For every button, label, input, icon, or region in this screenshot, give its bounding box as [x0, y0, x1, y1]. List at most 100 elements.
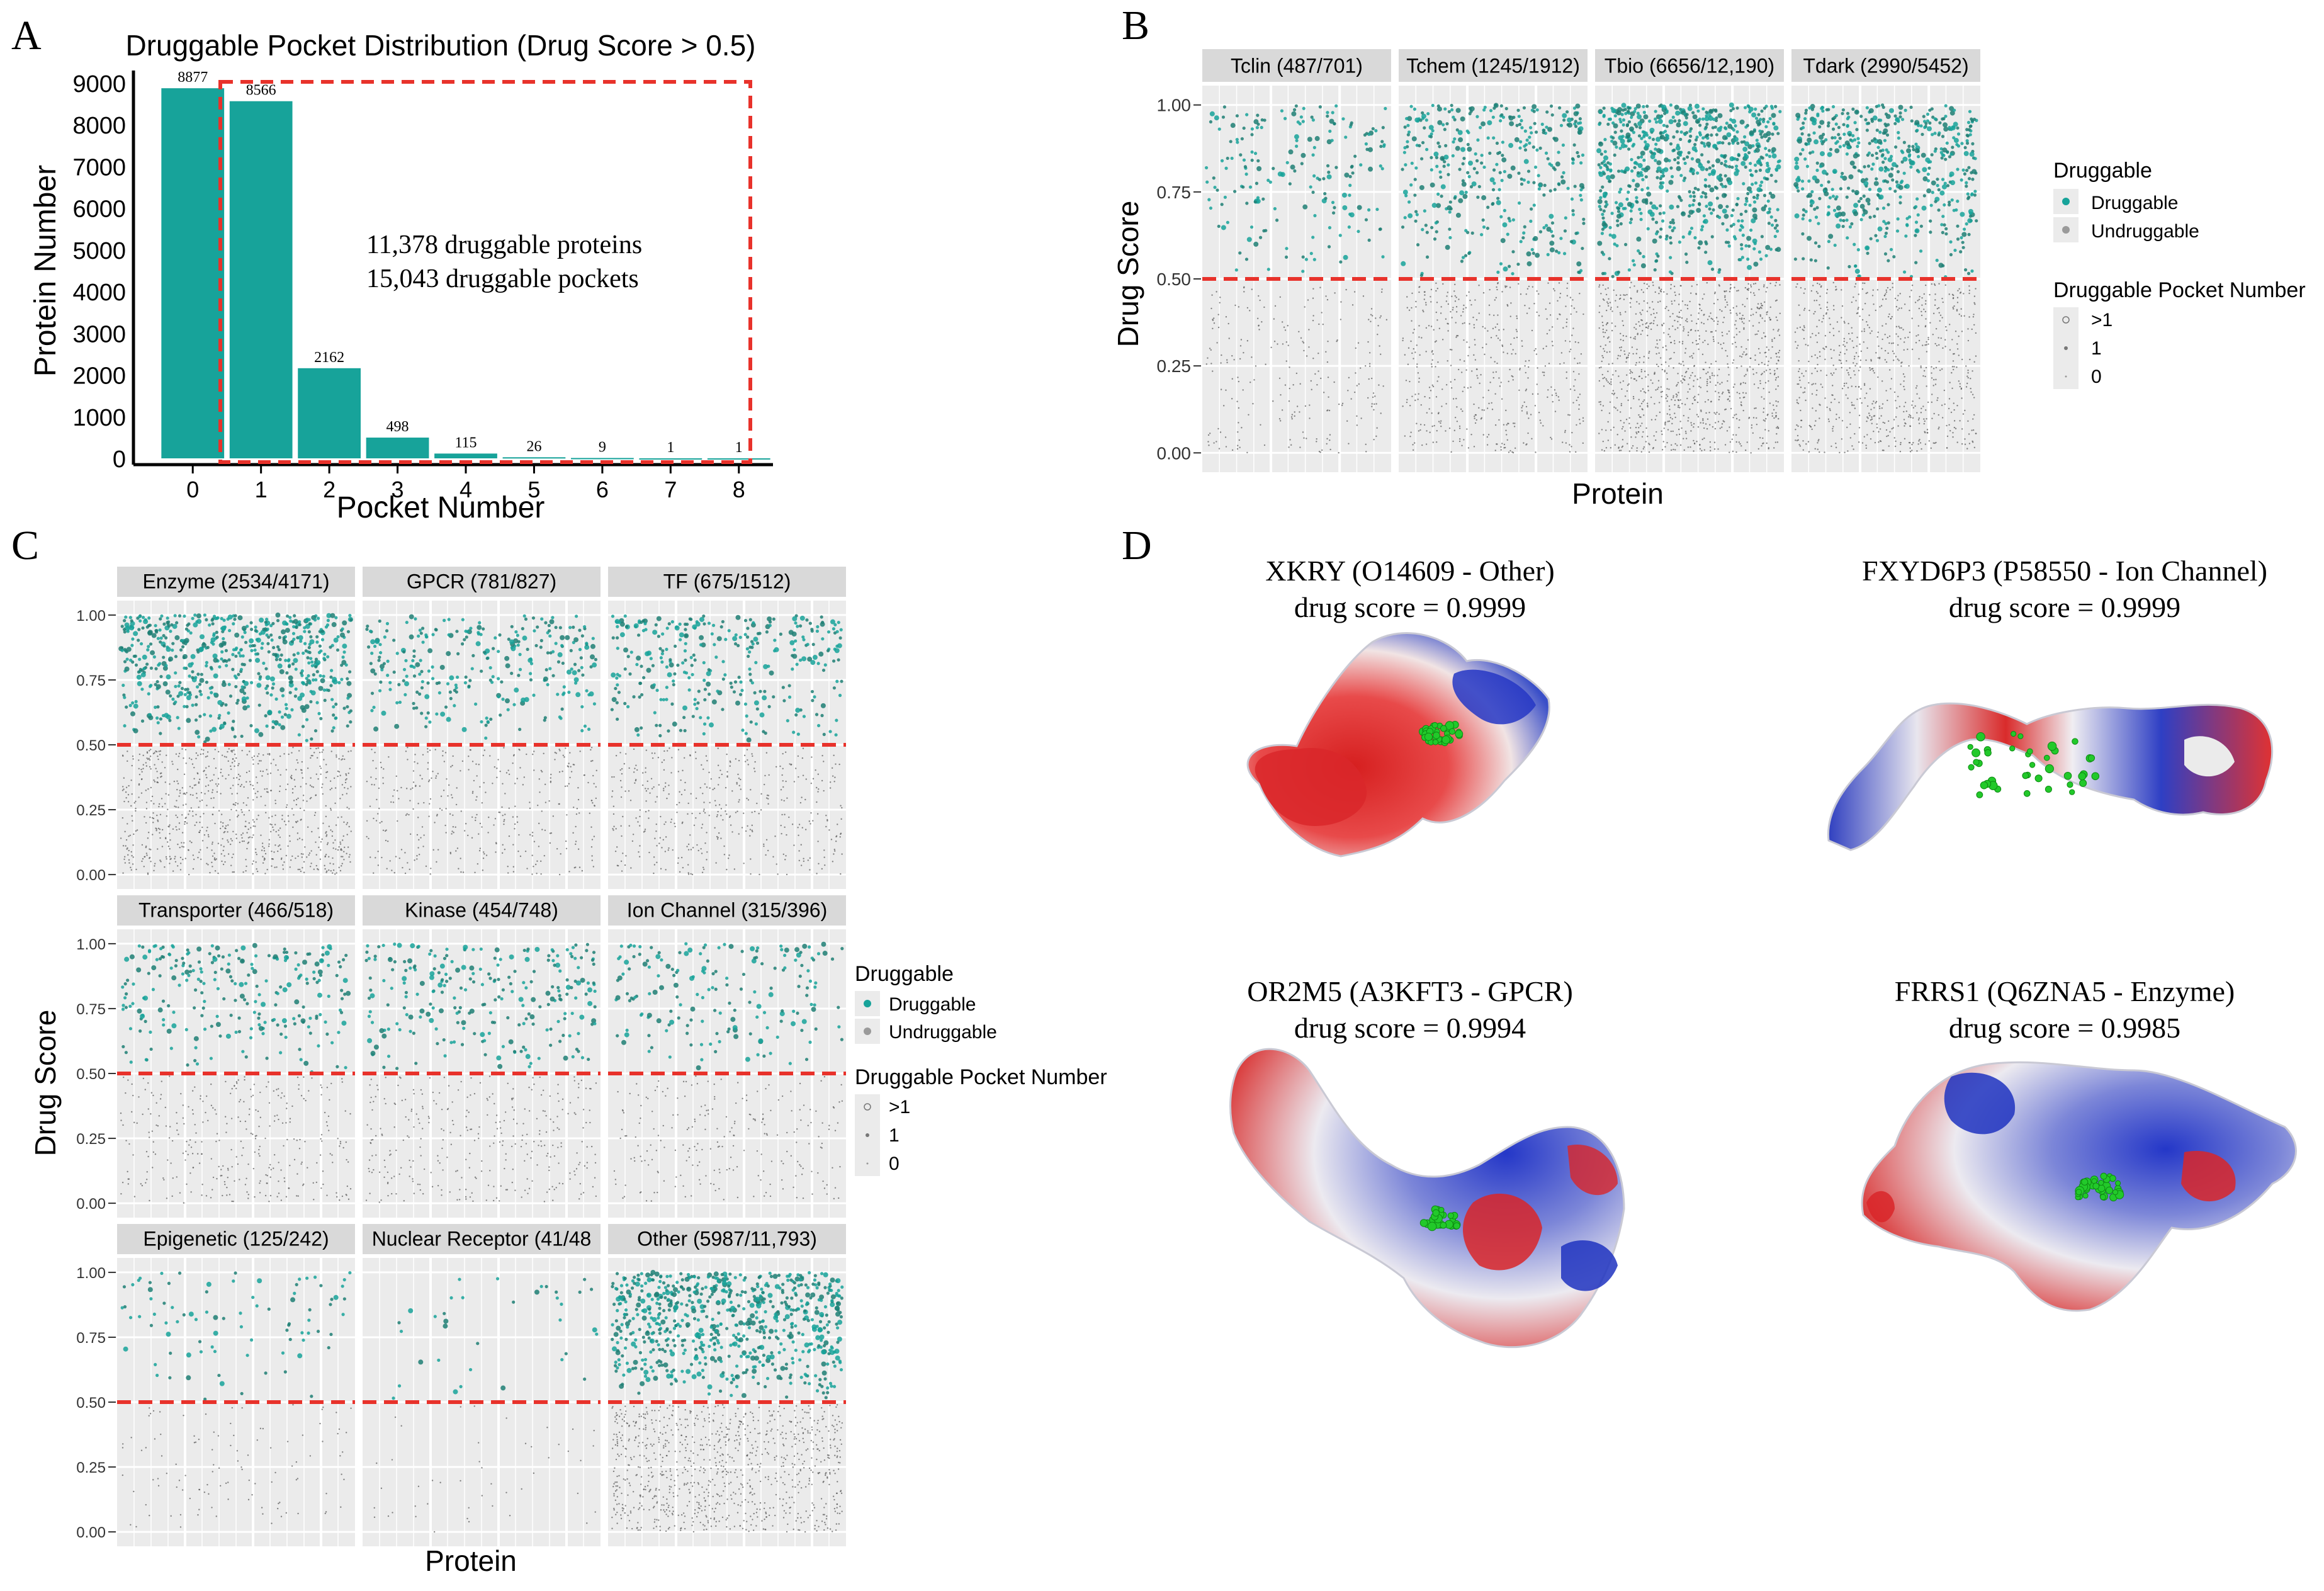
druggable-point: [1255, 181, 1259, 185]
undruggable-point: [1858, 427, 1861, 429]
druggable-point: [1854, 190, 1859, 195]
undruggable-point: [1743, 327, 1745, 329]
undruggable-point: [1612, 374, 1614, 376]
undruggable-point: [1554, 389, 1556, 391]
druggable-point: [1830, 188, 1834, 191]
undruggable-point: [1874, 441, 1876, 444]
druggable-point: [1689, 226, 1694, 230]
druggable-point: [1847, 264, 1851, 269]
druggable-point: [1804, 108, 1808, 112]
druggable-point: [1929, 203, 1933, 207]
undruggable-point: [1712, 426, 1714, 428]
druggable-point: [1221, 225, 1226, 230]
druggable-point: [1692, 191, 1696, 195]
undruggable-point: [1435, 290, 1437, 292]
undruggable-point: [1294, 415, 1295, 417]
undruggable-point: [1938, 414, 1939, 416]
undruggable-point: [1932, 312, 1935, 315]
druggable-point: [303, 642, 307, 645]
undruggable-point: [1711, 372, 1713, 374]
undruggable-point: [1329, 434, 1331, 436]
undruggable-point: [1752, 283, 1755, 285]
undruggable-point: [1740, 445, 1742, 447]
undruggable-point: [1323, 392, 1325, 394]
druggable-point: [1381, 255, 1385, 259]
undruggable-point: [1601, 315, 1603, 317]
druggable-point: [1283, 116, 1287, 120]
druggable-point: [1426, 111, 1430, 116]
druggable-point: [1766, 161, 1769, 165]
undruggable-point: [1820, 383, 1822, 385]
undruggable-point: [1769, 402, 1771, 404]
undruggable-point: [1646, 302, 1649, 304]
druggable-point: [1800, 179, 1805, 183]
undruggable-point: [1878, 345, 1880, 347]
druggable-point: [1635, 196, 1639, 200]
undruggable-point: [1249, 310, 1251, 312]
druggable-point: [1438, 145, 1441, 149]
undruggable-point: [1458, 425, 1461, 427]
druggable-point: [1401, 261, 1406, 266]
undruggable-point: [1893, 419, 1895, 421]
undruggable-point: [1413, 358, 1414, 360]
druggable-point: [1496, 200, 1501, 205]
druggable-point: [1654, 159, 1657, 162]
undruggable-point: [1811, 428, 1813, 430]
undruggable-point: [1667, 309, 1669, 312]
undruggable-point: [1545, 345, 1547, 348]
undruggable-point: [1734, 286, 1735, 288]
druggable-point: [1448, 227, 1452, 231]
undruggable-point: [1739, 355, 1741, 357]
undruggable-point: [1430, 288, 1433, 291]
druggable-point: [1752, 200, 1757, 204]
undruggable-point: [1314, 373, 1316, 375]
undruggable-point: [1953, 409, 1955, 411]
undruggable-point: [1918, 298, 1921, 300]
druggable-point: [1842, 123, 1846, 127]
druggable-point: [1520, 182, 1524, 186]
undruggable-point: [1580, 353, 1582, 355]
druggable-point: [1253, 200, 1257, 204]
druggable-point: [1944, 227, 1948, 230]
undruggable-point: [1884, 349, 1887, 352]
undruggable-point: [1892, 427, 1894, 429]
undruggable-point: [1486, 407, 1489, 409]
druggable-point: [1929, 230, 1932, 234]
druggable-point: [1644, 140, 1647, 144]
undruggable-point: [1377, 325, 1379, 327]
undruggable-point: [1838, 402, 1840, 404]
druggable-point: [124, 615, 128, 619]
undruggable-point: [1712, 338, 1715, 341]
undruggable-point: [1487, 389, 1489, 392]
druggable-point: [1443, 107, 1447, 111]
druggable-point: [1943, 203, 1946, 207]
undruggable-point: [1897, 295, 1899, 297]
undruggable-point: [1256, 317, 1259, 319]
druggable-point: [1245, 113, 1249, 116]
undruggable-point: [1953, 305, 1955, 307]
druggable-point: [1312, 145, 1316, 149]
undruggable-point: [1519, 369, 1521, 371]
undruggable-point: [1853, 296, 1854, 298]
undruggable-point: [1713, 302, 1715, 305]
undruggable-point: [1960, 292, 1962, 293]
undruggable-point: [1797, 434, 1799, 437]
undruggable-point: [1732, 359, 1735, 361]
undruggable-point: [1228, 337, 1230, 339]
druggable-point: [1945, 141, 1949, 145]
undruggable-point: [1453, 290, 1455, 292]
undruggable-point: [1735, 441, 1737, 443]
druggable-point: [1953, 122, 1958, 127]
druggable-point: [1526, 261, 1532, 266]
druggable-point: [1343, 254, 1348, 260]
undruggable-point: [1832, 281, 1834, 284]
druggable-point: [1930, 153, 1934, 157]
druggable-point: [190, 654, 196, 659]
druggable-point: [1538, 183, 1542, 187]
undruggable-point: [1499, 385, 1501, 387]
undruggable-point: [1546, 318, 1548, 320]
undruggable-point: [1724, 295, 1726, 297]
undruggable-point: [1423, 298, 1425, 300]
druggable-point: [1808, 218, 1812, 222]
